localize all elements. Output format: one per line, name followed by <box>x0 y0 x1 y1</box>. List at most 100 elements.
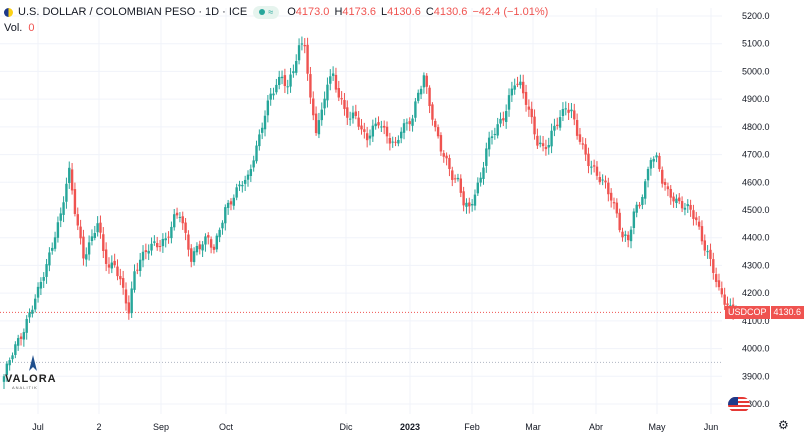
candle-body <box>595 166 599 176</box>
candle-body <box>42 277 45 281</box>
candle-body <box>388 137 392 144</box>
candle-body <box>573 110 576 120</box>
candle-body <box>82 236 85 259</box>
candle-body <box>476 182 480 194</box>
candle-body <box>575 120 579 136</box>
candle-body <box>422 75 426 88</box>
candle-body <box>470 204 474 206</box>
candle-body <box>717 280 721 288</box>
candle-body <box>232 197 236 206</box>
candle-body <box>448 158 451 170</box>
ohlc-close: C4130.6 <box>425 6 468 18</box>
candle-body <box>680 201 684 209</box>
candle-body <box>442 153 445 157</box>
candle-body <box>456 177 460 180</box>
candle-body <box>496 124 499 136</box>
y-tick-label: 4500.0 <box>742 205 770 215</box>
candle-body <box>465 202 468 207</box>
candle-body <box>110 262 114 269</box>
candle-body <box>19 336 23 339</box>
candle-body <box>65 183 68 202</box>
candle-body <box>235 187 238 198</box>
candle-body <box>641 197 644 205</box>
candle-body <box>618 212 621 231</box>
candle-body <box>419 88 423 95</box>
candle-body <box>550 130 553 147</box>
candle-body <box>243 179 247 184</box>
candle-body <box>385 126 389 137</box>
candle-body <box>479 177 482 183</box>
y-tick-label: 4700.0 <box>742 150 770 160</box>
candle-body <box>11 355 14 360</box>
candle-body <box>473 194 477 206</box>
volume-legend[interactable]: Vol. 0 <box>4 22 34 34</box>
candle-body <box>181 216 184 224</box>
symbol-title[interactable]: U.S. DOLLAR / COLOMBIAN PESO · 1D · ICE <box>18 6 248 18</box>
logo-subtext: ANALITIK <box>12 385 38 390</box>
x-tick-label: Dic <box>340 422 353 432</box>
candle-body <box>190 248 193 262</box>
y-tick-label: 5000.0 <box>742 66 770 76</box>
candle-body <box>382 125 386 128</box>
candle-body <box>536 135 539 146</box>
candle-body <box>136 269 139 271</box>
candle-body <box>612 202 616 204</box>
candle-body <box>2 376 6 382</box>
candle-body <box>90 236 94 242</box>
market-status-badge[interactable]: ≈ <box>253 5 280 19</box>
candle-body <box>269 93 272 100</box>
candle-body <box>402 123 406 133</box>
candle-body <box>527 106 531 110</box>
ohlc-low: L4130.6 <box>381 6 421 18</box>
candle-body <box>570 109 573 112</box>
candle-body <box>499 118 502 124</box>
y-tick-label: 4000.0 <box>742 344 770 354</box>
candle-body <box>184 222 187 233</box>
candle-body <box>380 126 383 128</box>
candle-body <box>124 289 128 304</box>
candle-body <box>482 167 485 179</box>
candle-body <box>584 144 587 155</box>
candle-body <box>493 133 497 135</box>
y-tick-label: 3900.0 <box>742 371 770 381</box>
candle-body <box>28 312 31 318</box>
candle-body <box>524 91 528 105</box>
candle-body <box>229 201 233 205</box>
candle-body <box>541 143 545 147</box>
candle-body <box>156 243 159 248</box>
candle-body <box>706 251 709 253</box>
candle-body <box>405 122 409 124</box>
candle-body <box>604 180 607 183</box>
candle-body <box>295 61 298 73</box>
candle-body <box>720 288 724 295</box>
candle-body <box>51 247 54 251</box>
candle-body <box>113 260 116 266</box>
candle-body <box>459 178 462 193</box>
candle-body <box>263 115 267 130</box>
candle-body <box>377 122 380 126</box>
candle-body <box>624 234 627 236</box>
candle-body <box>224 207 227 224</box>
candle-body <box>73 189 77 214</box>
candle-body <box>587 153 590 167</box>
us-flag-icon[interactable] <box>728 397 750 412</box>
settings-gear-icon[interactable]: ⚙ <box>778 418 789 432</box>
valora-logo: VALORA ANALITIK <box>5 355 67 391</box>
candle-body <box>292 71 295 74</box>
candle-body <box>516 83 519 85</box>
candle-body <box>45 264 48 277</box>
candle-body <box>303 45 306 47</box>
candle-body <box>697 221 701 227</box>
candle-body <box>320 109 323 121</box>
candle-body <box>635 204 638 213</box>
candle-body <box>556 124 559 126</box>
x-tick-label: Jun <box>704 422 719 432</box>
candle-body <box>130 288 133 314</box>
candle-body <box>391 141 394 143</box>
candle-body <box>266 100 270 116</box>
candle-body <box>272 93 275 96</box>
candle-body <box>102 234 105 251</box>
candle-body <box>167 236 170 238</box>
